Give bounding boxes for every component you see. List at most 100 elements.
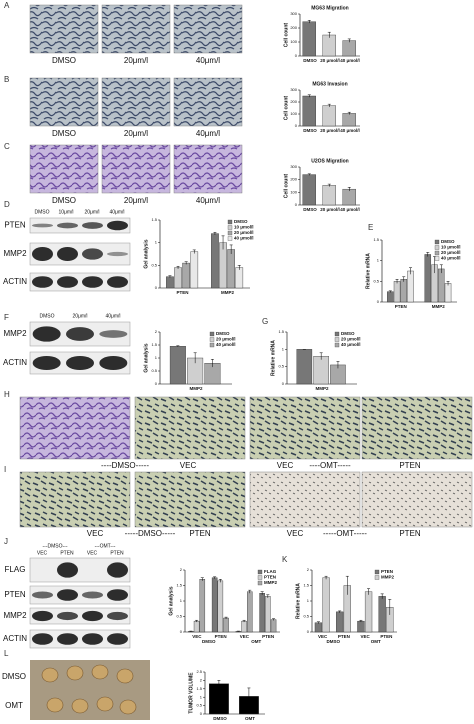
bar — [357, 620, 365, 633]
error-bar — [272, 618, 276, 621]
legend-label: DMSO — [234, 219, 248, 224]
error-bar — [327, 103, 331, 108]
y-tick-label: 1 — [377, 258, 380, 263]
label: K — [282, 555, 288, 564]
legend-label: MMP2 — [381, 575, 394, 580]
y-tick-label: 1.5 — [278, 329, 284, 334]
label: OMT — [5, 701, 23, 710]
error-bar — [446, 281, 450, 286]
y-axis-label: Relative mRNA — [270, 340, 276, 376]
label: L — [4, 649, 9, 658]
error-bar — [213, 231, 217, 235]
legend-label: 10 μmol/l — [234, 225, 254, 230]
bar — [182, 262, 190, 289]
y-tick-label: 0.5 — [278, 364, 284, 369]
tumor — [41, 667, 59, 683]
error-bar — [345, 575, 349, 595]
bar — [400, 279, 408, 303]
bar — [265, 596, 271, 633]
error-bar — [307, 94, 311, 98]
y-tick-label: 1 — [200, 694, 203, 699]
bar — [190, 251, 199, 289]
bar — [322, 577, 330, 633]
legend-swatch — [227, 230, 233, 236]
micrograph — [134, 471, 246, 528]
chart-title: U2OS Migration — [311, 158, 349, 164]
y-tick-label: 300 — [290, 11, 297, 16]
legend-label: 40 μmol/l — [441, 256, 461, 261]
label: 40μm/l — [105, 313, 120, 319]
blot-band — [32, 276, 53, 288]
blot-strip — [29, 242, 131, 266]
tumor — [46, 697, 64, 713]
blot-band — [99, 355, 128, 371]
y-axis-label: Gel analysis — [168, 586, 174, 615]
y-tick-label: 100 — [290, 189, 297, 194]
bar — [302, 95, 316, 127]
y-axis-label: Cell count — [283, 23, 289, 48]
label: FLAG — [5, 565, 26, 574]
micrograph — [249, 396, 361, 460]
error-bar — [217, 680, 221, 688]
blot-band — [66, 355, 94, 371]
bar — [227, 249, 235, 289]
y-tick-label: 2.5 — [196, 669, 202, 674]
label: D — [4, 200, 10, 209]
legend-label: MMP2 — [264, 580, 277, 585]
error-bar — [260, 591, 264, 595]
tumor — [116, 668, 134, 684]
blot-band — [57, 222, 78, 229]
x-tick-label: PTEN — [338, 634, 350, 639]
y-tick-label: 0 — [295, 123, 298, 128]
error-bar — [319, 352, 323, 360]
blot-band — [32, 223, 53, 228]
label: ACTIN — [3, 358, 27, 367]
y-tick-label: 1 — [282, 346, 285, 351]
blot-band — [32, 610, 53, 622]
error-bar — [388, 599, 392, 615]
label: DMSO — [52, 56, 76, 65]
blot-band — [82, 248, 103, 260]
x-tick-label: OMT — [245, 716, 255, 721]
y-tick-label: 1.5 — [303, 583, 309, 588]
error-bar — [327, 31, 331, 38]
legend-swatch — [334, 337, 340, 342]
micrograph — [361, 396, 473, 460]
legend-label: PTEN — [264, 575, 276, 580]
legend-swatch — [227, 219, 233, 225]
group-label: OMT — [371, 639, 381, 644]
y-tick-label: 100 — [290, 39, 297, 44]
y-tick-label: 1.5 — [151, 342, 157, 347]
legend-label: DMSO — [441, 239, 455, 244]
label: PTEN — [4, 590, 26, 599]
tumor — [71, 698, 89, 714]
x-tick-label: 40 μmol/l — [340, 58, 360, 63]
label: 20μm/l — [124, 196, 148, 205]
y-tick-label: 2 — [200, 677, 203, 682]
tumor — [66, 665, 84, 681]
error-bar — [189, 630, 193, 632]
y-axis-label: Cell count — [283, 174, 289, 199]
y-tick-label: 1.5 — [196, 686, 202, 691]
legend-swatch — [434, 250, 440, 256]
x-tick-label: VEC — [240, 634, 250, 639]
label: A — [4, 1, 10, 10]
legend-label: 20 μmol/l — [341, 337, 361, 342]
error-bar — [200, 577, 204, 581]
error-bar — [402, 276, 406, 282]
blot-band — [57, 562, 78, 578]
bar — [378, 596, 386, 633]
error-bar — [195, 619, 199, 623]
legend-swatch — [434, 239, 440, 245]
bar — [193, 620, 200, 633]
blot-band — [82, 222, 103, 229]
error-bar — [221, 235, 225, 250]
micrograph — [29, 77, 99, 127]
label: VEC — [87, 550, 98, 556]
error-bar — [176, 265, 180, 269]
y-tick-label: 0.5 — [373, 278, 379, 283]
x-tick-label: MMP2 — [432, 304, 445, 309]
label: ---DMSO--- — [43, 543, 68, 549]
label: J — [4, 537, 8, 546]
bar — [322, 34, 336, 57]
